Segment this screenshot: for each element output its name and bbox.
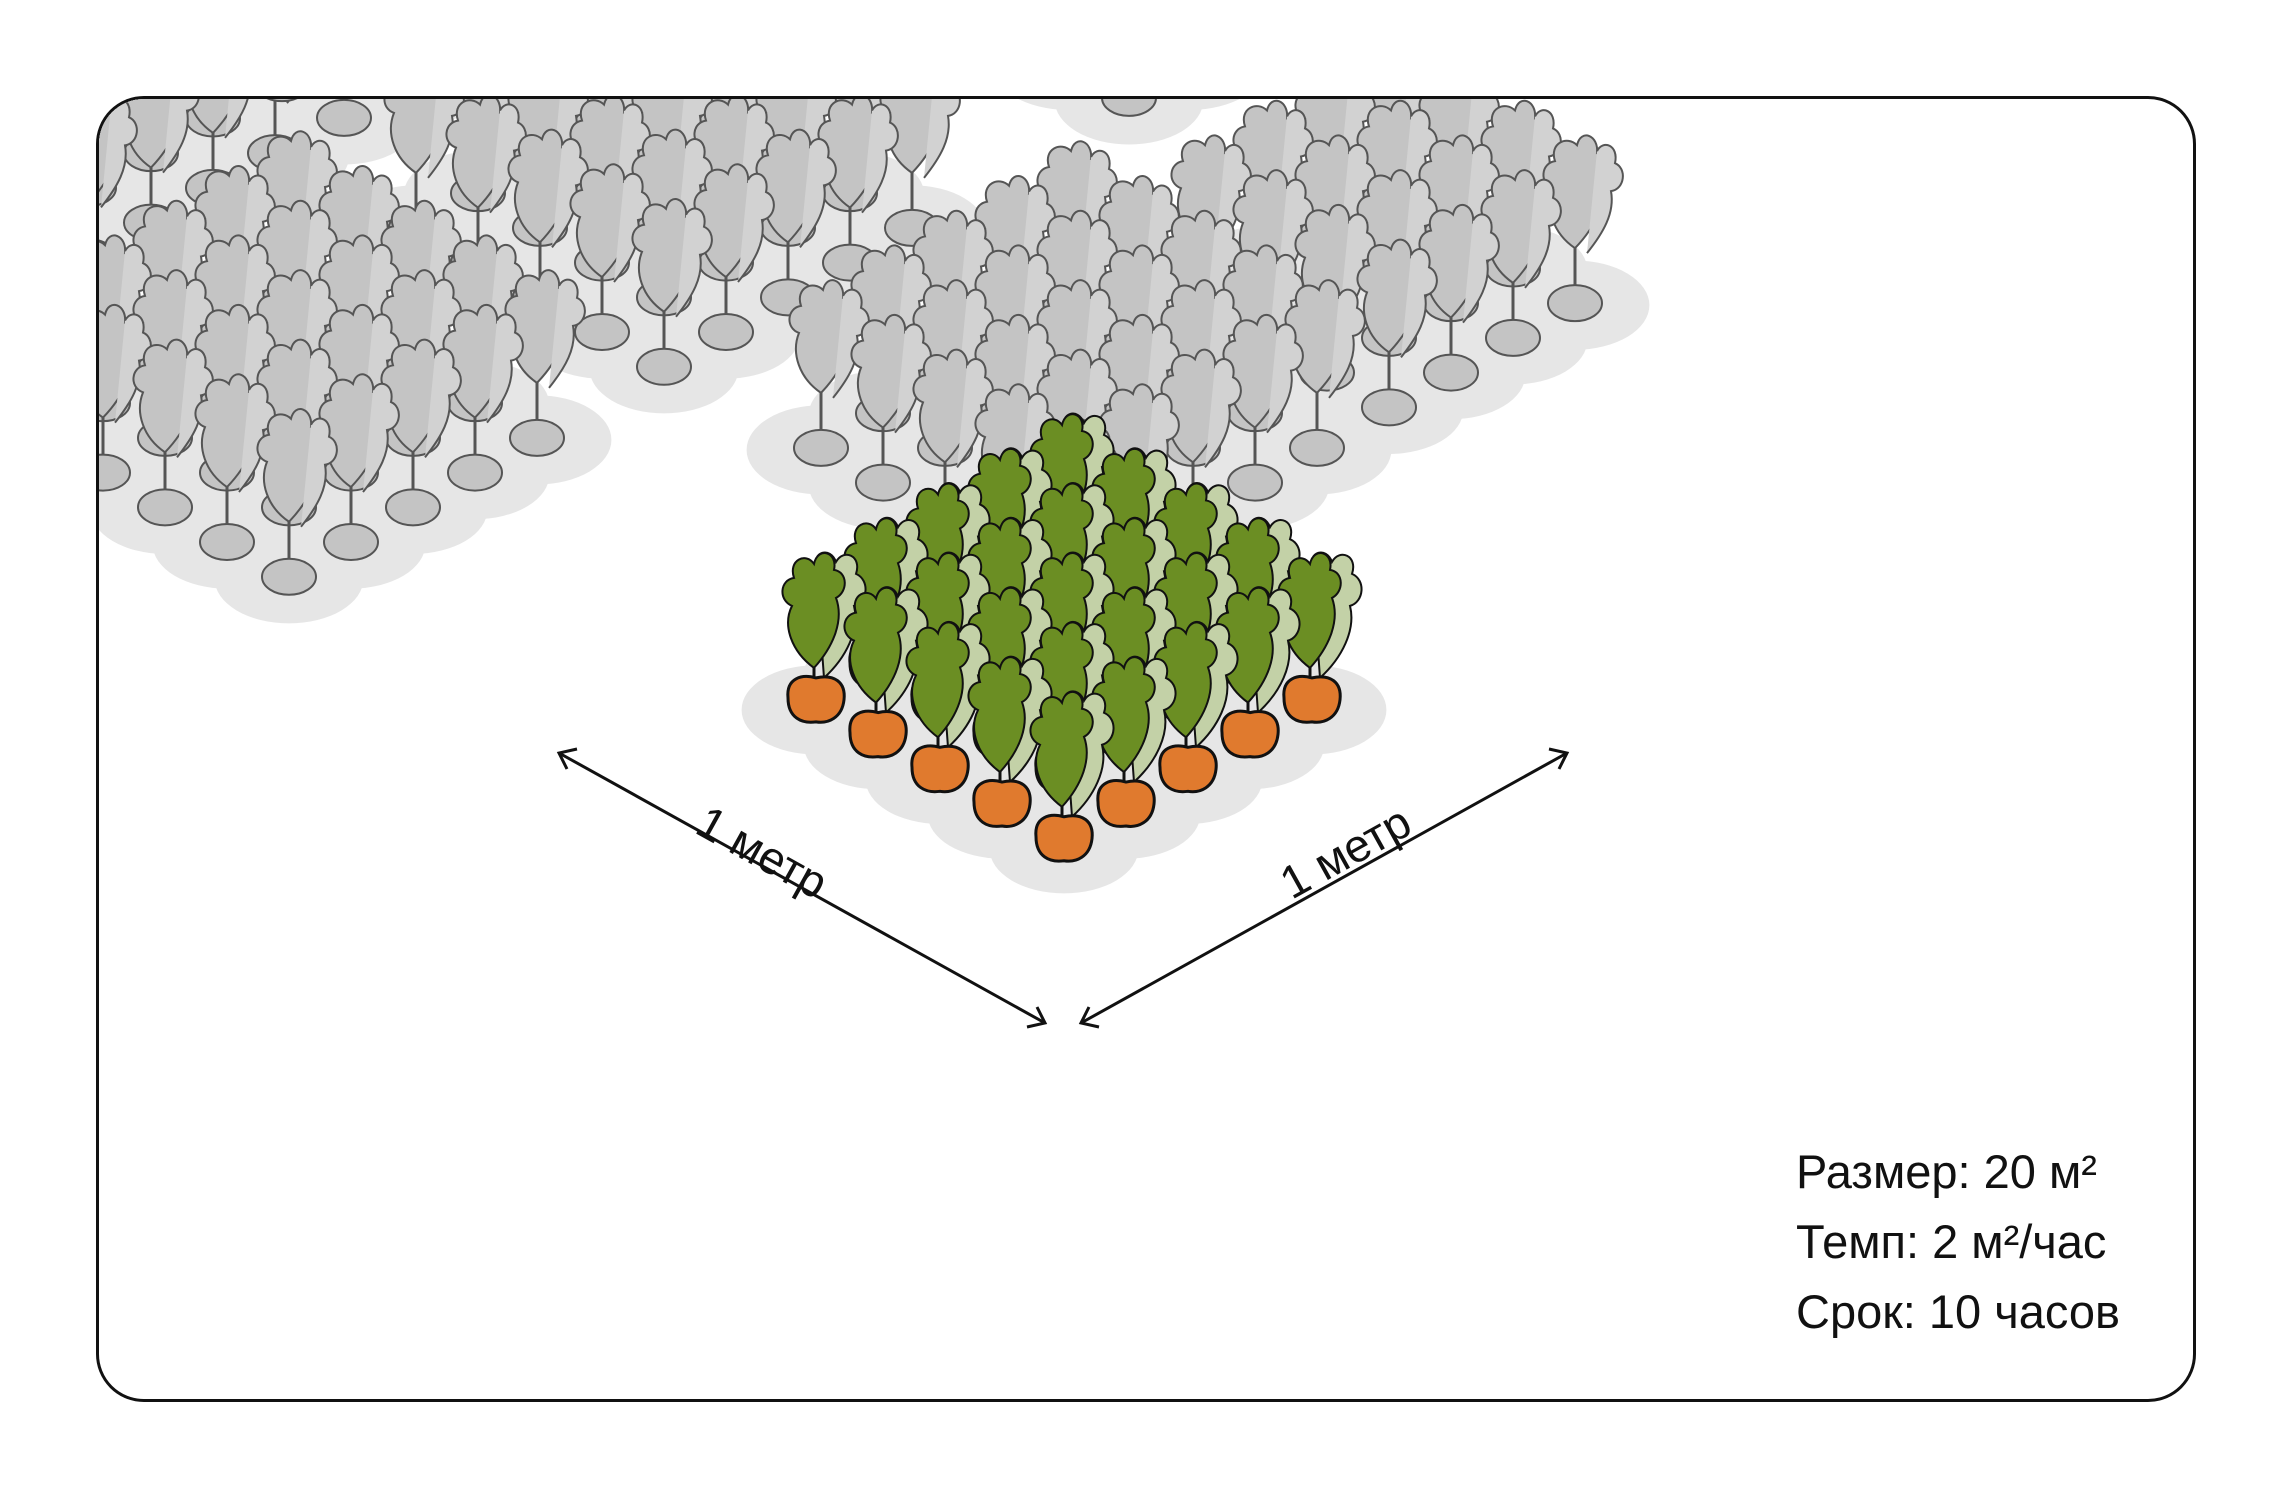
illustration-card: 1 метр 1 метр Размер: 20 м² Темп: 2 м²/ч… [96,96,2196,1402]
stat-deadline: Срок: 10 часов [1796,1285,2120,1338]
stats-panel: Размер: 20 м² Темп: 2 м²/час Срок: 10 ча… [1796,1137,2120,1347]
stat-size: Размер: 20 м² [1796,1145,2097,1198]
soil-patch [1054,99,1204,145]
dimension-arrow-left [556,747,1048,1029]
garden-scene [99,99,1650,1029]
dimension-arrow-right [1078,747,1570,1029]
stat-pace: Темп: 2 м²/час [1796,1215,2107,1268]
